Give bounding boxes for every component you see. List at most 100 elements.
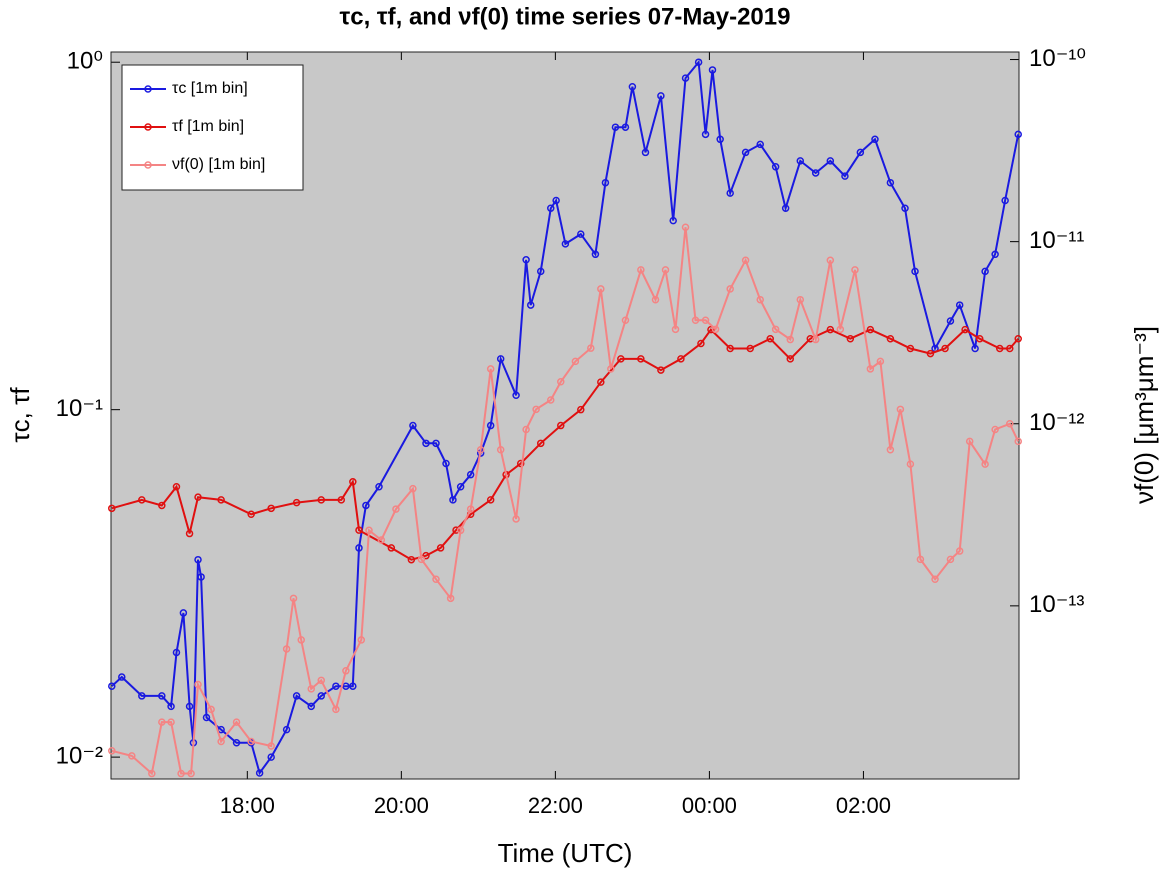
data-point xyxy=(377,536,386,544)
data-point xyxy=(179,609,188,617)
data-point xyxy=(955,301,964,309)
data-point xyxy=(701,316,710,325)
data-point xyxy=(681,74,690,82)
data-point xyxy=(476,445,485,454)
data-point xyxy=(449,496,457,504)
data-point xyxy=(177,769,185,778)
data-point xyxy=(597,285,605,293)
data-point xyxy=(708,66,717,74)
data-point xyxy=(681,223,690,231)
data-point xyxy=(571,357,580,366)
data-point xyxy=(387,544,396,552)
data-point xyxy=(896,405,905,414)
x-tick-label: 18:00 xyxy=(220,793,275,818)
data-point xyxy=(185,529,194,538)
data-point xyxy=(756,140,764,149)
data-point xyxy=(217,496,225,504)
data-point xyxy=(409,484,417,493)
data-point xyxy=(931,575,939,583)
data-point xyxy=(611,123,620,131)
data-point xyxy=(446,594,455,603)
y2-tick-label: 10⁻¹³ xyxy=(1029,591,1084,618)
data-point xyxy=(876,357,885,366)
data-point xyxy=(522,256,530,264)
data-point xyxy=(961,325,969,334)
data-point xyxy=(781,204,790,212)
y-tick-label: 10⁻² xyxy=(56,742,103,769)
y-tick-label: 10⁻¹ xyxy=(56,395,103,422)
data-point xyxy=(512,515,520,523)
data-point xyxy=(1006,420,1014,428)
data-point xyxy=(417,555,426,564)
series xyxy=(108,325,1022,564)
data-point xyxy=(486,421,495,430)
data-point xyxy=(297,636,305,644)
data-point xyxy=(981,267,989,276)
data-point xyxy=(677,355,685,363)
data-point xyxy=(866,325,875,334)
data-point xyxy=(522,425,530,434)
data-point xyxy=(621,123,630,131)
data-point xyxy=(362,501,370,510)
data-point xyxy=(836,325,845,334)
data-point xyxy=(232,718,241,726)
data-point xyxy=(657,92,665,100)
data-point xyxy=(292,692,301,700)
data-point xyxy=(1014,437,1022,446)
data-point xyxy=(871,135,879,144)
data-point xyxy=(108,747,116,755)
data-point xyxy=(991,425,999,434)
data-point xyxy=(561,240,570,248)
x-axis-label: Time (UTC) xyxy=(498,838,633,868)
data-point xyxy=(628,82,637,91)
data-point xyxy=(771,325,780,334)
data-point xyxy=(185,702,194,711)
data-point xyxy=(651,295,660,304)
data-point xyxy=(701,130,710,139)
data-point xyxy=(267,742,275,750)
data-point xyxy=(456,526,465,535)
data-point xyxy=(496,445,505,454)
data-point xyxy=(995,344,1004,353)
data-point xyxy=(342,667,350,675)
data-point xyxy=(432,575,440,583)
data-point xyxy=(1014,334,1022,343)
data-point xyxy=(851,266,859,274)
data-point xyxy=(796,295,805,304)
data-point xyxy=(267,504,275,513)
data-point xyxy=(357,636,366,644)
data-point xyxy=(856,148,865,157)
data-point xyxy=(307,685,315,693)
data-point xyxy=(811,335,820,344)
data-point xyxy=(946,555,955,564)
data-point xyxy=(158,718,166,726)
legend-label: τc [1m bin] xyxy=(172,80,248,97)
legend-marker xyxy=(144,85,152,93)
data-point xyxy=(811,169,820,177)
series xyxy=(108,223,1022,778)
data-point xyxy=(786,335,795,344)
data-point xyxy=(452,526,460,534)
data-point xyxy=(955,547,964,555)
data-point xyxy=(289,594,298,603)
data-point xyxy=(365,526,373,535)
data-point xyxy=(349,682,357,690)
data-point xyxy=(526,301,535,309)
data-point xyxy=(607,365,615,373)
data-point xyxy=(167,718,175,726)
data-point xyxy=(756,295,764,304)
data-point xyxy=(826,256,835,265)
data-point xyxy=(247,737,255,746)
data-point xyxy=(456,482,465,491)
data-point xyxy=(716,135,724,144)
data-point xyxy=(981,460,989,468)
data-point xyxy=(217,737,225,746)
data-point xyxy=(926,349,935,358)
data-point xyxy=(846,334,855,343)
data-point xyxy=(466,505,475,513)
data-point xyxy=(118,673,126,681)
data-point xyxy=(332,682,340,690)
data-point xyxy=(941,344,949,353)
data-point xyxy=(349,478,357,486)
